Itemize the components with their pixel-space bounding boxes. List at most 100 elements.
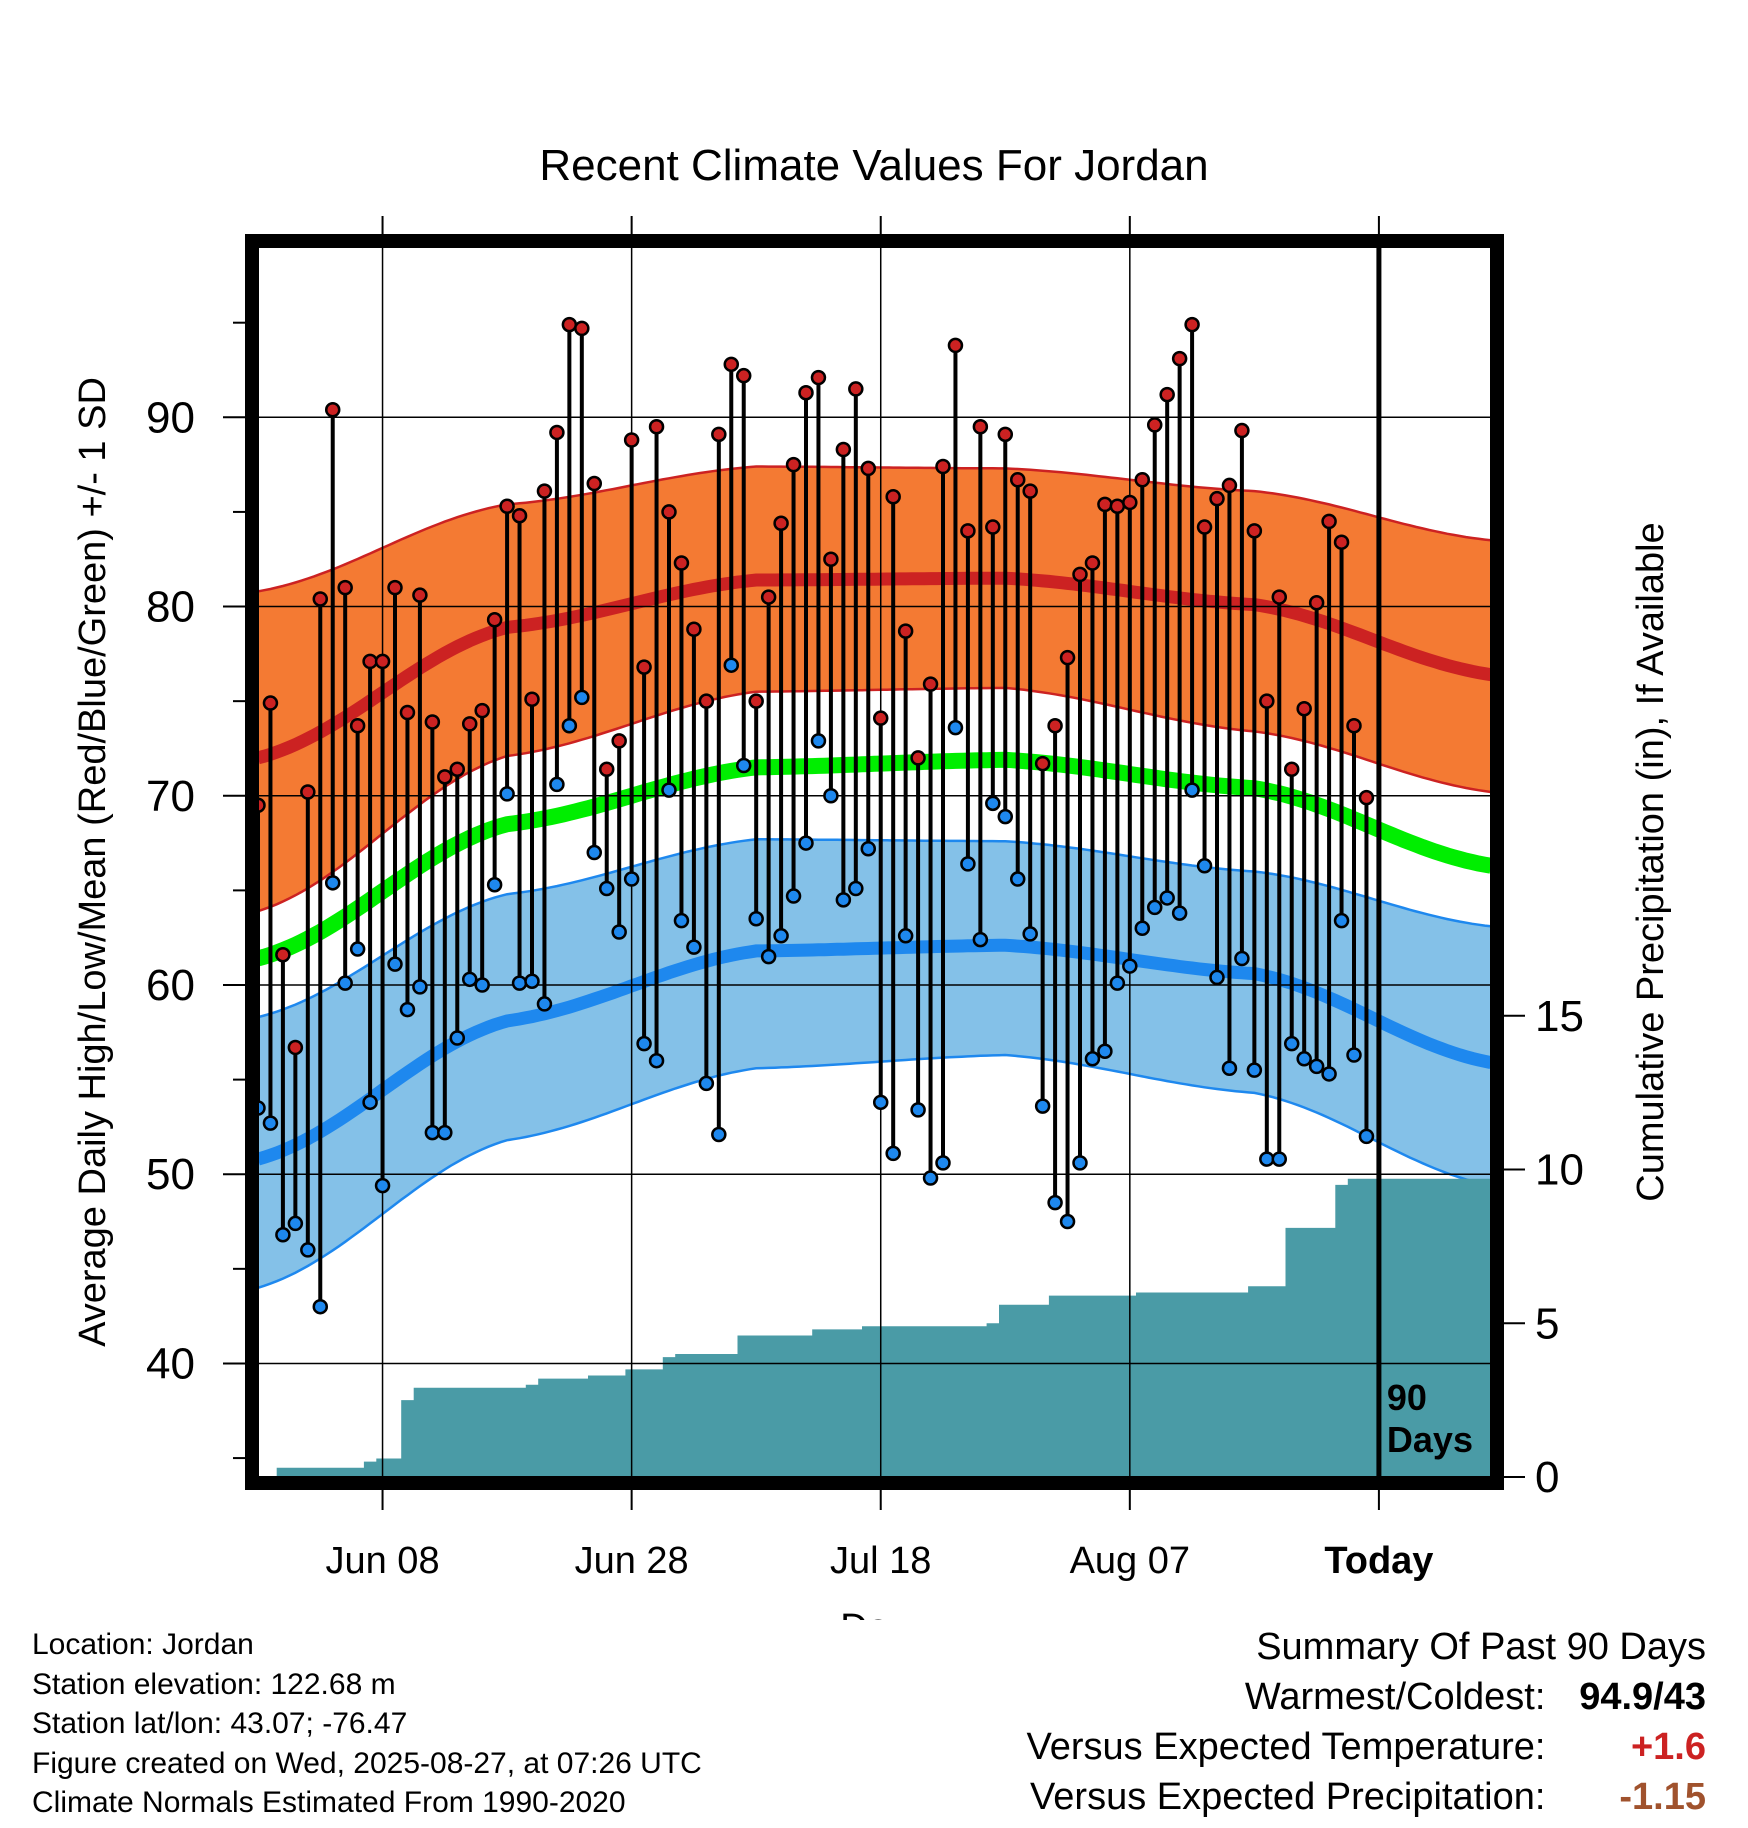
low-point bbox=[499, 786, 515, 802]
x-tick-label: Jun 28 bbox=[575, 1540, 689, 1582]
low-point bbox=[735, 757, 752, 774]
low-point bbox=[1259, 1151, 1275, 1167]
low-point bbox=[711, 1126, 727, 1143]
low-point bbox=[561, 718, 578, 734]
high-point bbox=[785, 456, 802, 473]
high-point bbox=[474, 702, 490, 719]
y-tick-label: 60 bbox=[146, 961, 195, 1010]
low-point bbox=[673, 912, 690, 929]
summary-precip: Versus Expected Precipitation: -1.15 bbox=[1027, 1772, 1706, 1822]
y2-axis-label: Cumulative Precipitation (in), If Availa… bbox=[1630, 522, 1672, 1201]
low-point bbox=[997, 808, 1014, 825]
high-point bbox=[1246, 523, 1263, 539]
x-tick-label: Jul 18 bbox=[830, 1540, 931, 1582]
summary-temp: Versus Expected Temperature: +1.6 bbox=[1027, 1722, 1706, 1772]
high-point bbox=[536, 483, 553, 499]
low-point bbox=[387, 956, 403, 972]
y2-tick-label: 15 bbox=[1535, 992, 1584, 1041]
low-point bbox=[823, 788, 839, 804]
low-point bbox=[872, 1094, 889, 1111]
low-point bbox=[1221, 1060, 1238, 1077]
low-point bbox=[972, 931, 989, 948]
low-point bbox=[258, 1100, 266, 1116]
low-point bbox=[1196, 858, 1213, 874]
low-point bbox=[1308, 1058, 1325, 1075]
low-point bbox=[1246, 1062, 1263, 1078]
y-tick-label: 90 bbox=[146, 393, 195, 442]
low-point bbox=[1209, 969, 1225, 986]
high-point bbox=[1321, 513, 1337, 530]
low-point bbox=[1084, 1051, 1101, 1067]
low-point bbox=[848, 880, 864, 897]
high-point bbox=[1134, 472, 1151, 488]
low-point bbox=[686, 939, 702, 955]
y-tick-label: 70 bbox=[146, 772, 195, 821]
high-point bbox=[1184, 316, 1200, 333]
high-point bbox=[1097, 496, 1113, 513]
high-point bbox=[549, 424, 565, 441]
high-point bbox=[773, 515, 789, 532]
high-point bbox=[1296, 700, 1312, 717]
low-point bbox=[1283, 1035, 1300, 1052]
high-point bbox=[387, 579, 403, 596]
temp-vs-expected-value: +1.6 bbox=[1630, 1726, 1706, 1768]
low-point bbox=[623, 871, 640, 887]
low-point bbox=[412, 979, 428, 995]
low-point bbox=[374, 1177, 391, 1194]
high-point bbox=[885, 489, 901, 505]
high-point bbox=[1308, 595, 1325, 611]
high-point bbox=[262, 695, 279, 711]
low-point bbox=[661, 782, 677, 798]
low-point bbox=[486, 876, 503, 893]
low-point bbox=[1184, 782, 1200, 798]
high-point bbox=[524, 691, 540, 708]
high-point bbox=[312, 591, 329, 607]
y2-tick-label: 10 bbox=[1535, 1146, 1584, 1195]
latlon-text: Station lat/lon: 43.07; -76.47 bbox=[32, 1707, 408, 1740]
high-point bbox=[798, 384, 814, 401]
high-point bbox=[1022, 483, 1038, 499]
low-point bbox=[1271, 1151, 1288, 1167]
low-point bbox=[1009, 871, 1026, 887]
low-point bbox=[947, 719, 964, 736]
low-point bbox=[935, 1155, 951, 1171]
low-point bbox=[810, 733, 827, 749]
high-point bbox=[486, 612, 503, 628]
low-point bbox=[1159, 890, 1175, 906]
y-tick-label: 40 bbox=[146, 1339, 195, 1388]
summary-panel: Summary Of Past 90 Days Warmest/Coldest:… bbox=[1027, 1622, 1706, 1822]
high-point bbox=[860, 460, 877, 477]
low-point bbox=[1022, 926, 1038, 942]
high-point bbox=[1009, 472, 1026, 488]
low-point bbox=[1346, 1047, 1362, 1063]
y2-tick-label: 0 bbox=[1535, 1453, 1559, 1502]
precip-area bbox=[258, 1178, 1491, 1477]
high-point bbox=[1234, 422, 1250, 439]
high-point bbox=[985, 519, 1001, 535]
low-point bbox=[312, 1298, 329, 1315]
high-point bbox=[287, 1039, 304, 1056]
low-point bbox=[1109, 975, 1126, 991]
low-point bbox=[1122, 958, 1138, 974]
high-point bbox=[611, 733, 627, 749]
high-point bbox=[300, 784, 316, 800]
x-tick-label: Today bbox=[1324, 1540, 1433, 1582]
high-point bbox=[661, 504, 677, 520]
low-point bbox=[474, 977, 490, 993]
today-days-label: 90 bbox=[1387, 1377, 1427, 1418]
low-point bbox=[424, 1124, 441, 1141]
high-point bbox=[723, 356, 740, 373]
low-point bbox=[549, 776, 565, 793]
high-point bbox=[399, 704, 416, 721]
low-point bbox=[648, 1052, 665, 1069]
low-point bbox=[1358, 1128, 1375, 1145]
high-point bbox=[1059, 649, 1076, 666]
plot-frame bbox=[245, 234, 1504, 1490]
high-point bbox=[947, 337, 964, 354]
high-point bbox=[897, 623, 914, 639]
high-point bbox=[499, 498, 515, 514]
high-point bbox=[424, 714, 441, 730]
high-point bbox=[586, 475, 603, 492]
low-point bbox=[1047, 1194, 1063, 1211]
high-point bbox=[511, 507, 528, 524]
